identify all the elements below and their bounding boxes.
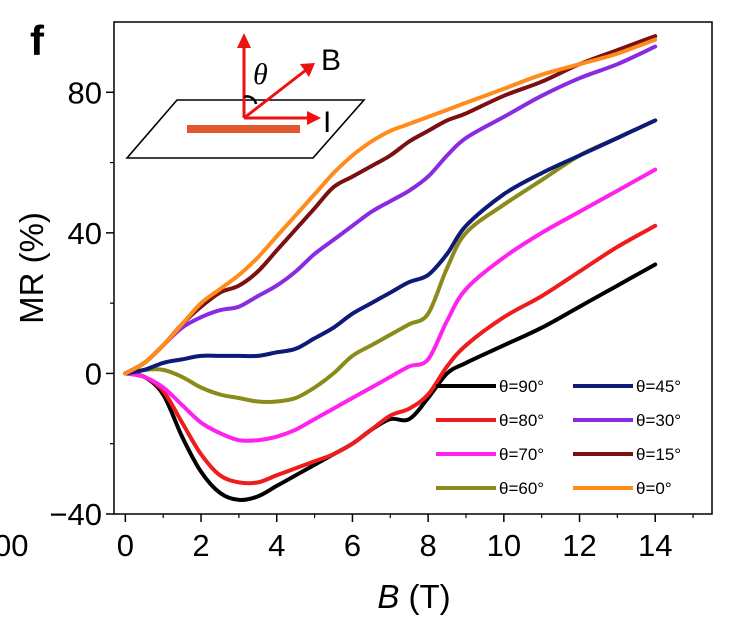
legend-label: θ=0° (636, 479, 672, 498)
series-line (123, 44, 658, 376)
plot-frame (113, 21, 713, 515)
x-tick-label: 4 (268, 528, 285, 563)
x-tick-label: 14 (638, 528, 672, 563)
y-tick-label: 80 (68, 75, 102, 110)
y-tick-label: 40 (68, 216, 102, 251)
legend-label: θ=15° (636, 445, 681, 464)
legend-label: θ=80° (499, 411, 544, 430)
y-tick-label: −40 (49, 497, 102, 532)
y-tick-label: 0 (85, 356, 102, 391)
axes: 0 2 4 6 8 10 12 14 80 40 0 −40 (49, 75, 694, 563)
legend-label: θ=60° (499, 479, 544, 498)
x-tick-label: 10 (487, 528, 521, 563)
legend-label: θ=70° (499, 445, 544, 464)
inset-schematic: θ B I (125, 33, 366, 159)
x-tick-label: 0 (117, 528, 134, 563)
theta-angle-arc (243, 95, 258, 105)
x-axis-label-unit: (T) (399, 578, 450, 615)
x-tick-label: 2 (192, 528, 209, 563)
plot-area (113, 21, 713, 515)
b-field-arrow (243, 68, 307, 120)
legend-label: θ=90° (499, 377, 544, 396)
legend-label: θ=45° (636, 377, 681, 396)
series-line (123, 37, 658, 376)
inset-b-label: B (321, 44, 341, 77)
normal-arrow-head (237, 33, 251, 48)
inset-theta-label: θ (253, 58, 268, 91)
x-axis-label: B (T) (377, 578, 450, 615)
x-tick-label: 8 (420, 528, 437, 563)
inset-i-label: I (323, 106, 331, 139)
y-axis-label: MR (%) (13, 212, 50, 324)
series-line (123, 167, 658, 443)
sample-plane (125, 99, 366, 159)
series-line (123, 118, 658, 376)
series-lines (123, 34, 658, 503)
legend: θ=90° θ=80° θ=70° θ=60° θ=45° θ=30° θ=15° θ=0° (436, 377, 681, 498)
x-tick-label: 12 (562, 528, 596, 563)
x-axis-label-var: B (377, 578, 399, 615)
panel-label: f (30, 17, 45, 64)
current-arrow-head (307, 111, 321, 125)
legend-label: θ=30° (636, 411, 681, 430)
x-tick-label: 6 (344, 528, 361, 563)
series-line (123, 34, 658, 376)
cut-off-tick-label: 00 (0, 528, 28, 563)
series-line (123, 223, 658, 486)
b-field-arrow-head (300, 63, 315, 77)
series-line (123, 118, 658, 404)
